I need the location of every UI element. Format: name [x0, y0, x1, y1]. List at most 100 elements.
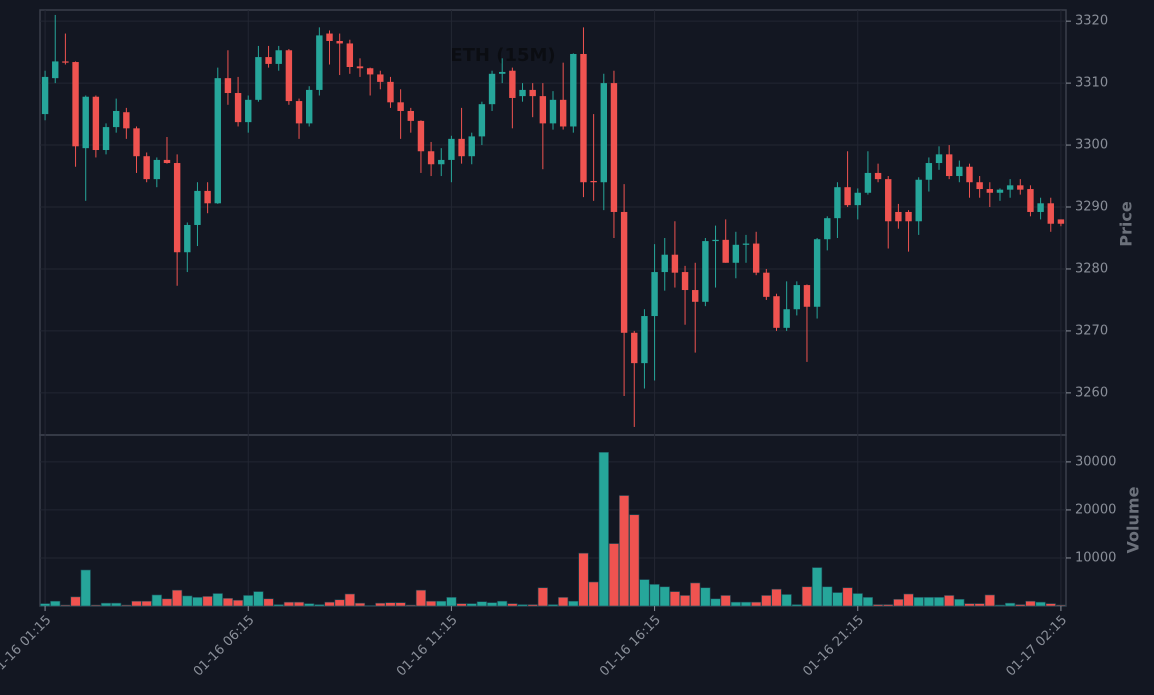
volume-bar	[690, 582, 701, 607]
volume-bar	[801, 586, 813, 607]
volume-bar	[629, 514, 640, 607]
volume-bar	[354, 602, 366, 607]
marks	[39, 14, 1067, 607]
volume-bar	[872, 604, 884, 607]
candle-body	[539, 96, 547, 124]
volume-bar	[111, 602, 122, 607]
candle-body	[915, 179, 922, 222]
volume-bar	[60, 604, 71, 607]
volume-bar	[222, 598, 234, 607]
volume-bar	[456, 603, 467, 607]
volume-bar	[1055, 604, 1067, 607]
volume-bar	[385, 602, 396, 607]
volume-bar	[395, 602, 406, 607]
candle-body	[641, 316, 648, 364]
y2-axis-label: Volume	[1124, 486, 1143, 553]
volume-bar	[700, 587, 711, 607]
volume-bar	[344, 593, 355, 607]
volume-bar	[812, 567, 823, 607]
volume-bar	[233, 599, 244, 607]
volume-bar	[466, 603, 477, 607]
candle-body	[326, 33, 333, 41]
volume-bar	[100, 602, 112, 607]
y2-tick-label: 20000	[1075, 502, 1116, 517]
volume-bar	[588, 581, 599, 607]
candle-body	[671, 254, 679, 273]
volume-bar	[39, 603, 51, 607]
candle-body	[245, 99, 252, 123]
candle-body	[509, 70, 516, 98]
candle-body	[529, 89, 536, 97]
volume-bar	[974, 603, 985, 607]
volume-bar	[304, 603, 315, 607]
volume-bar	[964, 603, 975, 607]
volume-bar	[913, 597, 924, 607]
volume-bar	[1035, 601, 1046, 607]
volume-bar	[507, 603, 518, 607]
candle-body	[590, 180, 597, 183]
candle-body	[1057, 219, 1065, 224]
volume-bar	[486, 602, 498, 607]
candle-body	[956, 166, 963, 177]
y-tick-label: 3270	[1075, 323, 1108, 338]
volume-bar	[212, 593, 223, 607]
volume-bar	[70, 596, 81, 607]
volume-bar	[90, 604, 101, 607]
candle-body	[153, 159, 161, 180]
y-tick-label: 3260	[1075, 385, 1108, 400]
candle-body	[844, 187, 851, 206]
volume-bar	[883, 604, 894, 607]
candle-body	[885, 179, 892, 222]
candle-body	[752, 243, 760, 273]
candle-body	[722, 239, 729, 263]
candle-body	[255, 57, 262, 100]
candle-body	[448, 138, 455, 160]
candle-body	[102, 127, 110, 151]
volume-bar	[375, 602, 386, 607]
volume-bar	[568, 600, 579, 607]
candle-body	[366, 68, 374, 75]
candle-body	[82, 96, 89, 149]
candle-body	[1047, 203, 1054, 224]
candle-body	[417, 120, 425, 152]
volume-bar	[405, 604, 416, 607]
candle-body	[702, 241, 709, 302]
y-tick-label: 3280	[1075, 261, 1108, 276]
volume-bar	[446, 597, 457, 607]
candle-body	[661, 254, 668, 273]
candle-body	[488, 73, 496, 105]
volume-bar	[984, 594, 995, 607]
volume-bar	[141, 600, 152, 607]
candle-body	[905, 211, 912, 222]
candle-body	[234, 93, 242, 123]
volume-bar	[598, 451, 609, 607]
volume-bar	[893, 598, 904, 607]
candle-body	[377, 74, 384, 82]
candle-body	[346, 43, 354, 67]
volume-bar	[649, 584, 660, 607]
volume-bar	[263, 598, 274, 607]
volume-bar	[1015, 604, 1026, 607]
volume-bar	[131, 600, 142, 607]
candle-body	[214, 78, 221, 204]
volume-bar	[324, 601, 335, 607]
candle-body	[976, 182, 983, 190]
candle-body	[336, 40, 343, 44]
volume-bar	[679, 595, 691, 607]
candle-body	[397, 102, 404, 111]
candle-body	[803, 285, 811, 307]
volume-bar	[283, 601, 294, 607]
candle-body	[895, 211, 902, 222]
candle-body	[143, 156, 150, 180]
volume-bar	[659, 586, 670, 607]
candle-body	[925, 163, 933, 180]
candle-body	[427, 151, 435, 165]
candle-body	[275, 50, 282, 64]
candle-body	[580, 53, 587, 183]
candle-body	[305, 89, 313, 124]
candle-body	[295, 101, 303, 124]
volume-bar	[517, 604, 528, 607]
volume-bar	[161, 598, 173, 607]
volume-bar	[172, 589, 183, 607]
volume-bar	[1025, 600, 1036, 607]
